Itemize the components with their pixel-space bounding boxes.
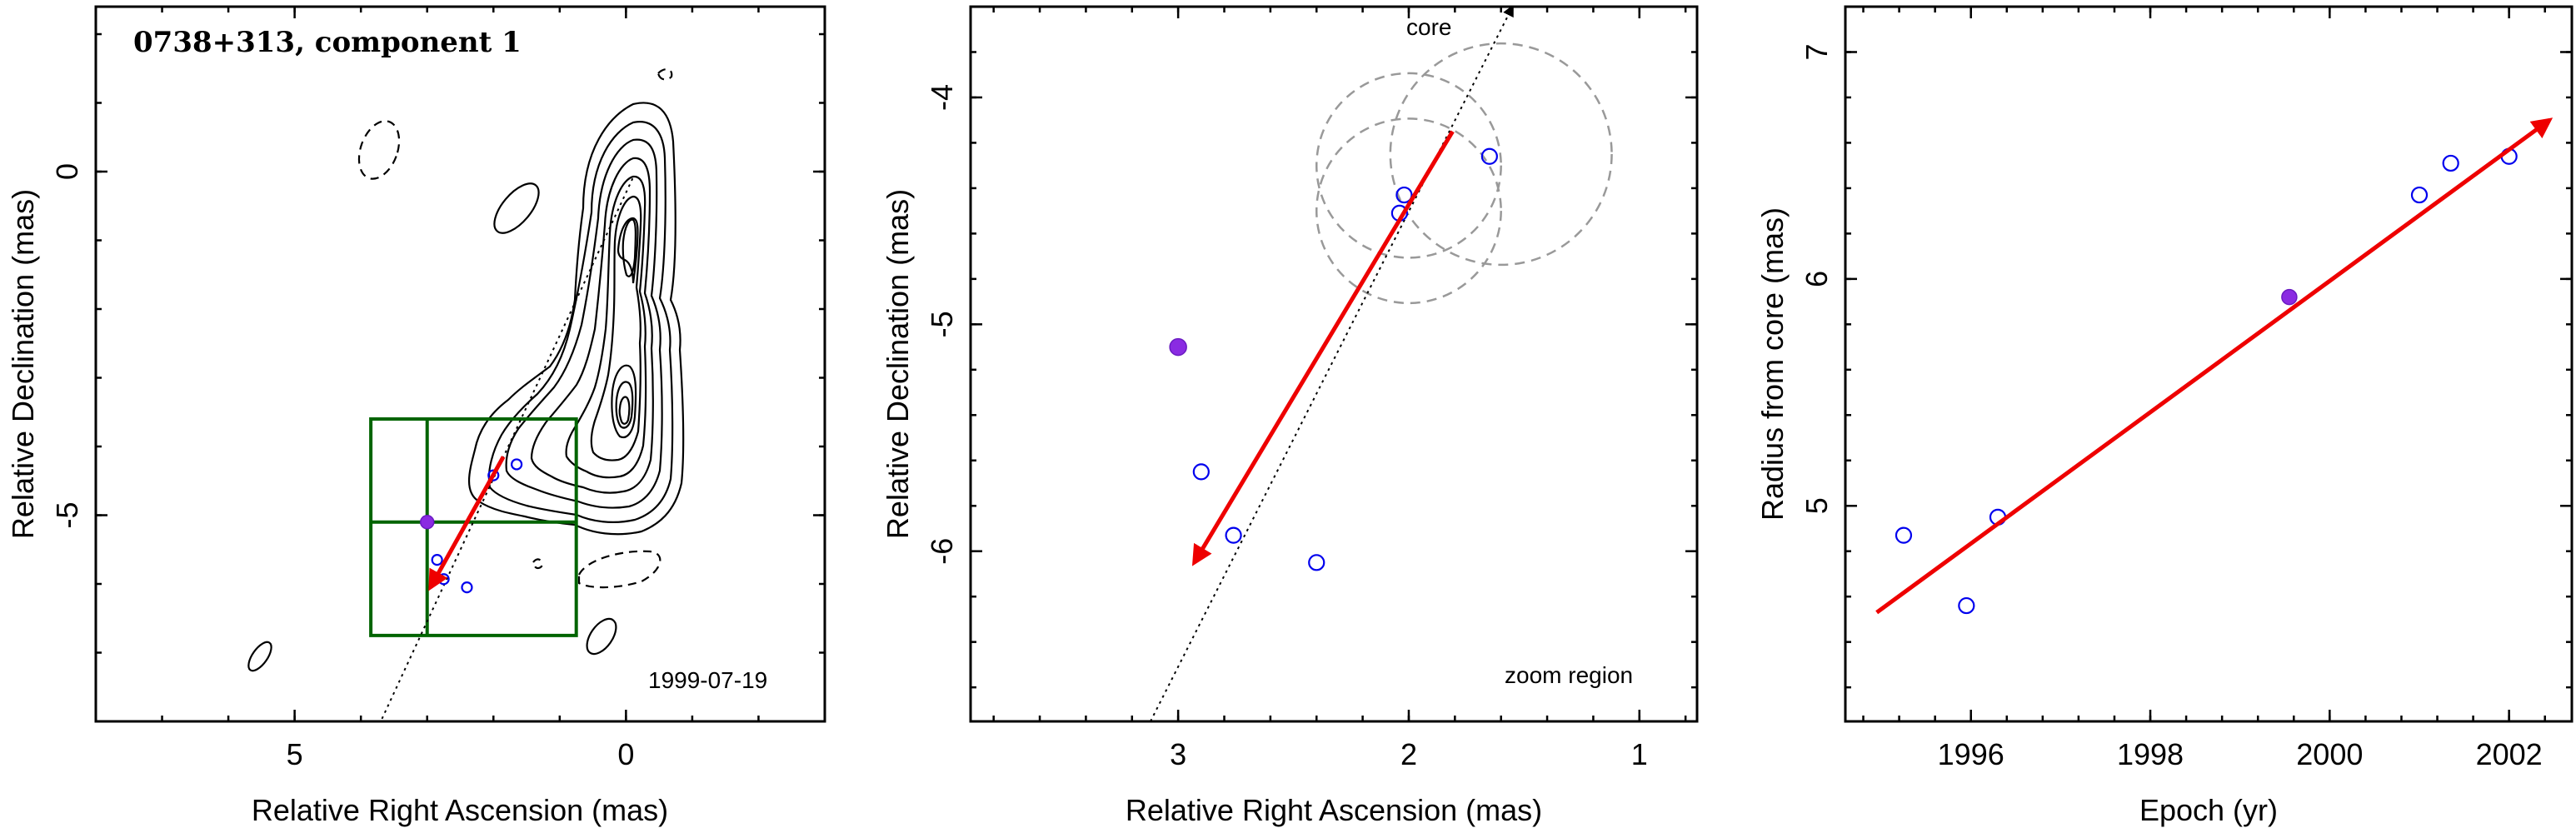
core-trajectory-line <box>380 177 634 721</box>
contour-blob-a <box>493 182 540 234</box>
contour-outer <box>467 102 685 536</box>
filled-point <box>2281 288 2298 306</box>
contour-map-panel: 5 0 0 -5 0738+313, component 1 1999-07-19 R… <box>6 5 826 827</box>
y-tick-label: -4 <box>925 84 959 111</box>
x-tick-label: 2 <box>1400 737 1417 771</box>
contour-2 <box>487 121 674 523</box>
contour-3 <box>505 138 663 509</box>
open-point <box>2410 186 2429 204</box>
beam-circles <box>1315 42 1613 305</box>
zoom-region-label: zoom region <box>1505 662 1633 688</box>
x-tick-label: 2000 <box>2296 737 2363 771</box>
radius-epoch-plot-area <box>1875 117 2554 615</box>
x-tick-label: 0 <box>617 737 634 771</box>
x-axis-label: Epoch (yr) <box>2139 793 2278 827</box>
core-trajectory-line <box>1150 7 1514 721</box>
contour-core <box>622 218 637 277</box>
radius-epoch-panel: 1996 1998 2000 2002 5 6 7 Epoch (yr) Radius fr… <box>1755 5 2574 827</box>
contour-knot-3 <box>618 396 631 425</box>
open-point <box>431 554 443 566</box>
x-tick-label: 2002 <box>2476 737 2543 771</box>
beam-circle <box>1315 117 1502 305</box>
contour-negative-b <box>577 550 661 589</box>
y-tick-label: -5 <box>50 501 84 528</box>
contour-negative-d <box>532 558 543 570</box>
x-axis-label: Relative Right Ascension (mas) <box>252 793 668 827</box>
panel-title: 0738+313, component 1 <box>133 26 522 59</box>
open-point <box>461 581 473 594</box>
contour-6 <box>590 195 642 461</box>
contour-blob-b <box>586 617 617 656</box>
fit-arrow <box>1191 130 1455 566</box>
y-axis-label: Relative Declination (mas) <box>6 189 40 539</box>
trajectory-line <box>380 177 634 721</box>
contour-negative-c <box>656 68 673 81</box>
y-tick-label: 0 <box>50 163 84 180</box>
contour-knot-1 <box>611 364 637 439</box>
contour-5 <box>565 175 647 479</box>
filled-point <box>1169 337 1187 357</box>
zoom-ticks: 3 2 1 -4 -5 -6 <box>925 7 1697 771</box>
zoom-box-outline <box>369 417 578 637</box>
component-positions <box>1169 147 1498 571</box>
y-tick-label: -6 <box>925 538 959 565</box>
contour-levels <box>467 102 685 536</box>
isolated-contours <box>247 68 673 672</box>
fit-arrow <box>1875 117 2554 615</box>
zoom-panel: 3 2 1 -4 -5 -6 core zoom region Relative Righ… <box>881 5 1699 827</box>
y-axis-label: Relative Declination (mas) <box>881 189 915 539</box>
trajectory-line <box>1150 7 1514 721</box>
x-tick-label: 1 <box>1631 737 1648 771</box>
y-tick-label: -5 <box>925 311 959 337</box>
open-point <box>1225 526 1242 544</box>
zoom-plot-area <box>1150 7 1613 721</box>
fit-arrow <box>428 456 506 591</box>
open-point <box>1395 186 1413 204</box>
open-point <box>2442 154 2459 172</box>
x-tick-label: 3 <box>1170 737 1186 771</box>
y-axis-label: Radius from core (mas) <box>1755 207 1790 521</box>
y-tick-label: 5 <box>1800 497 1834 514</box>
x-axis-label: Relative Right Ascension (mas) <box>1126 793 1542 827</box>
open-point <box>1480 147 1498 165</box>
contour-map-frame <box>94 5 826 723</box>
open-point <box>1895 526 1913 544</box>
radius-epoch-ticks: 1996 1998 2000 2002 5 6 7 <box>1800 7 2572 771</box>
y-tick-label: 6 <box>1800 271 1834 287</box>
component-positions <box>419 458 523 594</box>
zoom-frame <box>969 5 1699 723</box>
open-point <box>1958 596 1975 615</box>
contour-4 <box>530 157 654 494</box>
open-point <box>511 458 523 471</box>
contour-blob-c <box>247 641 272 672</box>
contour-map-ticks: 5 0 0 -5 <box>50 7 826 771</box>
epoch-label: 1999-07-19 <box>648 667 767 693</box>
fitted-motion-arrow <box>1191 130 1455 566</box>
contour-negative-a <box>357 120 401 180</box>
contour-knot-2 <box>615 381 634 429</box>
y-tick-label: 7 <box>1800 43 1834 60</box>
radius-epoch-frame <box>1844 5 2574 723</box>
contour-map-plot-area <box>247 68 685 721</box>
open-point <box>1192 463 1210 481</box>
fitted-motion-arrow <box>428 456 506 591</box>
beam-circle <box>1389 42 1613 267</box>
filled-point <box>419 515 435 530</box>
radius-points <box>1895 147 2518 615</box>
x-tick-label: 5 <box>287 737 303 771</box>
x-tick-label: 1998 <box>2117 737 2184 771</box>
open-point <box>1308 554 1325 571</box>
beam-circle <box>1315 72 1502 259</box>
fitted-radius-arrow <box>1875 117 2554 615</box>
core-label: core <box>1406 14 1451 40</box>
x-tick-label: 1996 <box>1938 737 2004 771</box>
